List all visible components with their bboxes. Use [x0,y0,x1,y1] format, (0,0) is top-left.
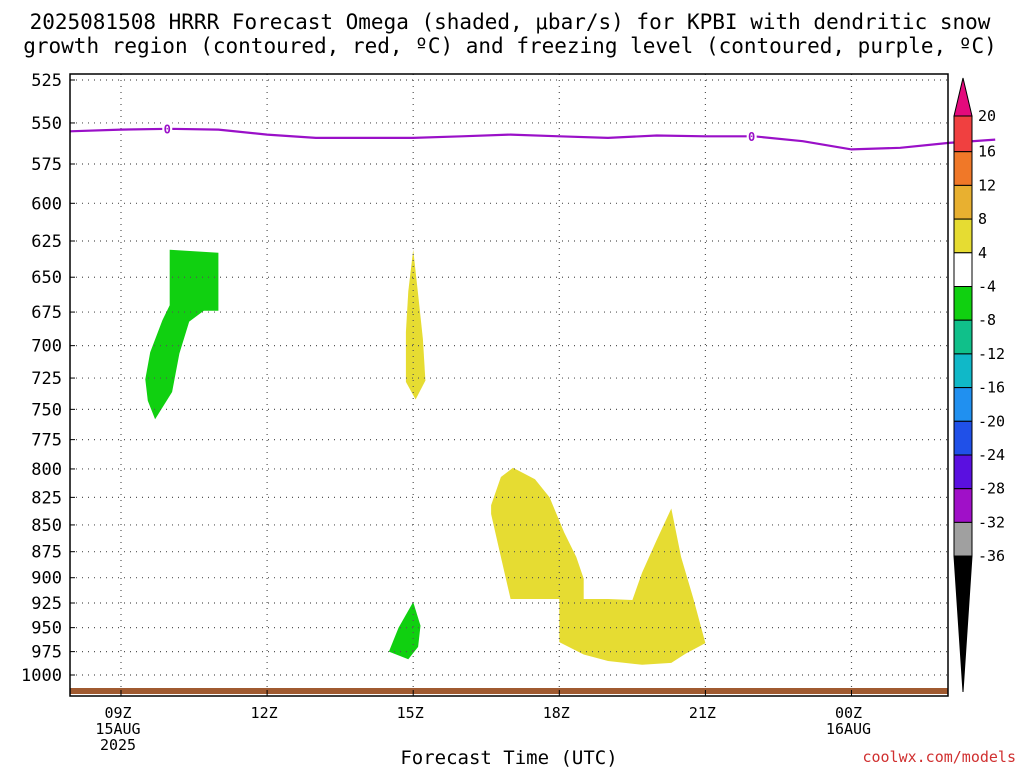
y-tick-label: 725 [31,369,62,389]
y-tick-label: 525 [31,71,62,91]
colorbar-label: 12 [978,176,996,194]
x-tick-label: 09Z [104,704,131,722]
colorbar-segment [953,387,973,422]
colorbar-label: -4 [978,278,996,296]
freezing-level-label-bg [746,129,757,143]
freezing-level-label-bg [162,121,173,135]
colorbar-segment [953,454,973,490]
y-tick-label: 875 [31,543,62,563]
y-tick-label: 650 [31,268,62,288]
y-tick-label: 975 [31,643,62,663]
colorbar-segment [953,319,973,355]
colorbar-segment [953,115,973,153]
chart-title-line-2: growth region (contoured, red, ºC) and f… [23,34,997,58]
y-tick-label: 750 [31,400,62,420]
omega-region-1 [145,249,219,420]
y-tick-label: 850 [31,516,62,536]
y-tick-label: 550 [31,114,62,134]
freezing-level-label: 0 [748,130,755,144]
y-tick-label: 625 [31,232,62,252]
x-tick-label: 18Z [543,704,570,722]
freezing-level-label: 0 [164,122,171,136]
colorbar-segment [953,252,973,288]
plot-area: 00 [69,73,996,697]
x-tick-label: 16AUG [826,720,871,738]
colorbar-label: 8 [978,210,987,228]
colorbar-label: 16 [978,143,996,161]
chart-title-line-1: 2025081508 HRRR Forecast Omega (shaded, … [30,10,991,34]
x-tick-label: 15AUG [95,720,140,738]
y-tick-label: 775 [31,431,62,451]
y-axis: 525 550 575 600 625 650 675 700 725 750 775 800 825 8… [21,71,75,686]
colorbar: 20 16 12 8 4 -4 -8 -12 -16 -20 -24 -28 -32 -36 [953,77,1005,693]
y-tick-label: 575 [31,155,62,175]
colorbar-label: 4 [978,244,987,262]
plot-background [70,74,948,696]
colorbar-segment [953,286,973,321]
x-axis-title: Forecast Time (UTC) [400,747,617,768]
colorbar-segment [953,353,973,389]
y-tick-label: 800 [31,460,62,480]
colorbar-label: -36 [978,547,1005,565]
colorbar-label: -8 [978,311,996,329]
x-tick-label: 12Z [251,704,278,722]
colorbar-segment [953,521,973,557]
y-tick-label: 700 [31,337,62,357]
grid-lines [70,74,948,696]
plot-frame [69,73,949,697]
colorbar-segment [953,184,973,220]
freezing-level-line [69,127,996,151]
colorbar-label: -28 [978,480,1005,498]
colorbar-top-arrow [953,77,973,117]
omega-region-2 [405,249,426,400]
y-tick-label: 900 [31,569,62,589]
colorbar-bottom-arrow [953,555,973,693]
x-tick-label: 15Z [397,704,424,722]
freezing-level-contour: 00 [69,121,996,151]
y-tick-label: 675 [31,303,62,323]
y-tick-label: 1000 [21,666,62,686]
y-tick-label: 600 [31,194,62,214]
colorbar-label: -32 [978,513,1005,531]
x-tick-label: 2025 [100,736,136,754]
colorbar-segment [953,488,973,523]
y-tick-label: 925 [31,594,62,614]
y-tick-label: 825 [31,488,62,508]
y-tick-label: 950 [31,619,62,639]
omega-shading [145,249,706,665]
ground-line [70,688,948,694]
colorbar-segment [953,218,973,254]
colorbar-label: -12 [978,345,1005,363]
colorbar-label: 20 [978,107,996,125]
colorbar-label: -24 [978,446,1005,464]
colorbar-label: -16 [978,379,1005,397]
omega-region-4 [491,467,706,665]
x-tick-label: 00Z [835,704,862,722]
colorbar-segment [953,420,973,456]
x-tick-label: 21Z [689,704,716,722]
colorbar-label: -20 [978,412,1005,430]
colorbar-segment [953,151,973,186]
credit-text: coolwx.com/models [862,748,1016,766]
